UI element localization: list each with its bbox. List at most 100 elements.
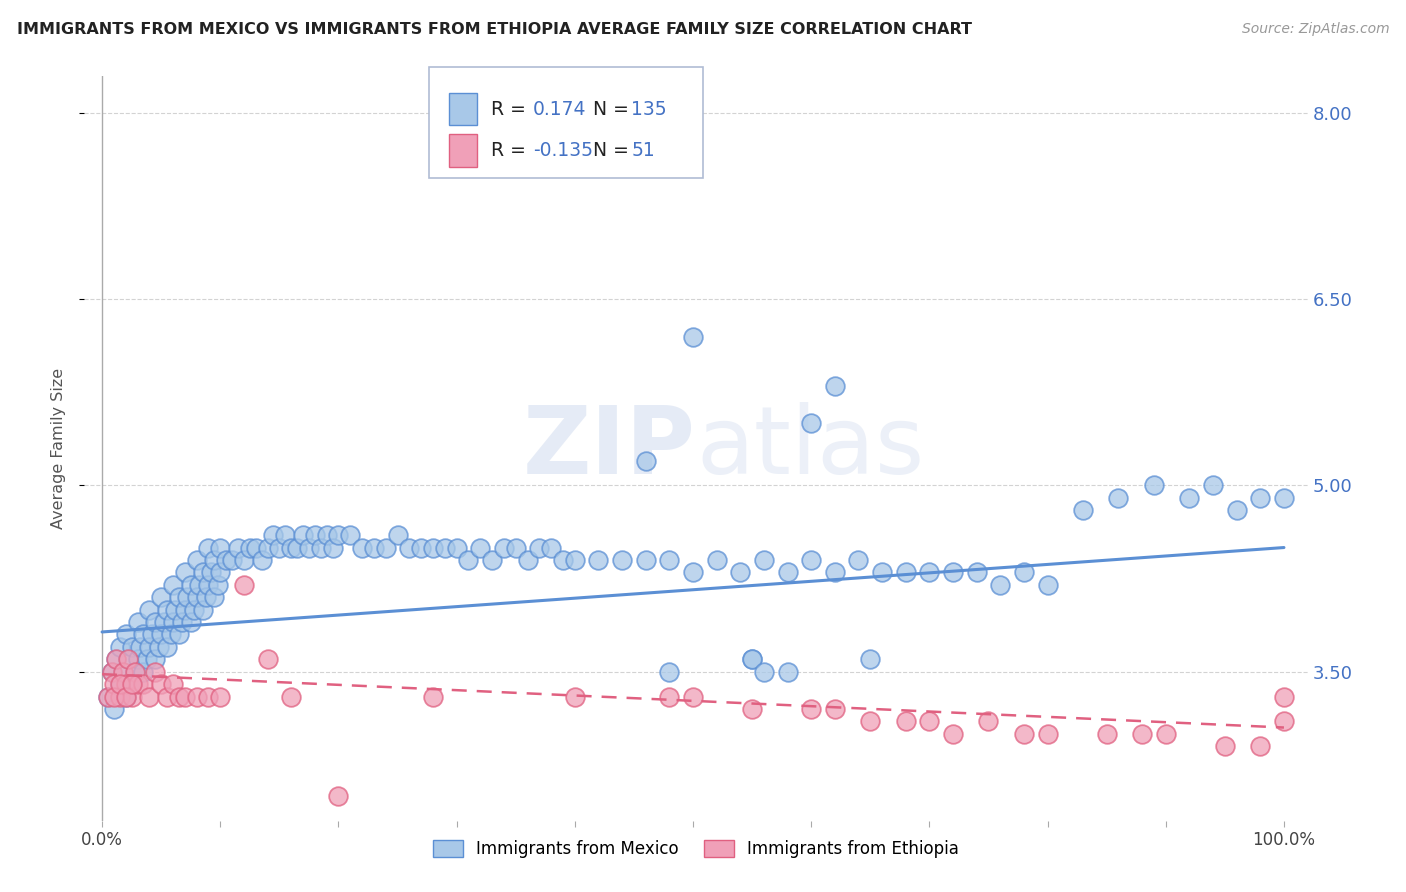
Point: [162, 615, 184, 629]
Point: [136, 652, 159, 666]
Point: [658, 665, 681, 679]
Point: [824, 702, 846, 716]
Point: [127, 652, 149, 666]
Point: [304, 528, 326, 542]
Point: [239, 541, 262, 555]
Point: [1108, 491, 1130, 505]
Point: [433, 541, 456, 555]
Point: [112, 665, 135, 679]
Point: [918, 566, 941, 580]
Point: [143, 652, 166, 666]
Point: [97, 690, 120, 704]
Point: [159, 627, 181, 641]
Point: [162, 578, 184, 592]
Point: [138, 690, 160, 704]
Point: [1202, 478, 1225, 492]
Point: [470, 541, 492, 555]
Point: [103, 702, 125, 716]
Point: [298, 541, 321, 555]
Point: [824, 379, 846, 393]
Point: [209, 566, 232, 580]
Point: [942, 727, 965, 741]
Point: [682, 329, 704, 343]
Point: [706, 553, 728, 567]
Point: [152, 615, 174, 629]
Point: [634, 453, 657, 467]
Point: [103, 690, 125, 704]
Legend: Immigrants from Mexico, Immigrants from Ethiopia: Immigrants from Mexico, Immigrants from …: [426, 833, 966, 864]
Point: [226, 541, 249, 555]
Text: R =: R =: [491, 141, 531, 160]
Text: IMMIGRANTS FROM MEXICO VS IMMIGRANTS FROM ETHIOPIA AVERAGE FAMILY SIZE CORRELATI: IMMIGRANTS FROM MEXICO VS IMMIGRANTS FRO…: [17, 22, 972, 37]
Point: [105, 652, 128, 666]
Point: [108, 690, 131, 704]
Point: [150, 627, 173, 641]
Point: [446, 541, 468, 555]
Point: [150, 591, 173, 605]
Point: [516, 553, 538, 567]
Text: -0.135: -0.135: [533, 141, 593, 160]
Point: [172, 615, 194, 629]
Point: [315, 528, 337, 542]
Point: [97, 690, 120, 704]
Point: [422, 690, 444, 704]
Point: [564, 690, 586, 704]
Point: [752, 553, 775, 567]
Point: [197, 578, 219, 592]
Point: [752, 665, 775, 679]
Point: [191, 602, 214, 616]
Point: [859, 714, 882, 729]
Point: [1154, 727, 1177, 741]
Point: [918, 714, 941, 729]
Point: [776, 665, 799, 679]
Point: [942, 566, 965, 580]
Point: [741, 652, 763, 666]
Text: R =: R =: [491, 100, 531, 119]
Point: [800, 553, 823, 567]
Point: [505, 541, 527, 555]
Point: [215, 553, 238, 567]
Point: [156, 602, 179, 616]
Text: atlas: atlas: [696, 402, 924, 494]
Point: [183, 602, 205, 616]
Point: [894, 566, 917, 580]
Point: [117, 652, 139, 666]
Point: [132, 665, 155, 679]
Point: [457, 553, 479, 567]
Point: [121, 640, 143, 654]
Y-axis label: Average Family Size: Average Family Size: [51, 368, 66, 529]
Point: [121, 677, 143, 691]
Point: [221, 553, 243, 567]
Point: [138, 602, 160, 616]
Point: [156, 640, 179, 654]
Point: [232, 578, 254, 592]
Point: [121, 677, 143, 691]
Point: [114, 690, 136, 704]
Point: [529, 541, 551, 555]
Point: [245, 541, 267, 555]
Point: [100, 665, 122, 679]
Point: [269, 541, 291, 555]
Point: [1012, 566, 1035, 580]
Point: [127, 615, 149, 629]
Point: [1143, 478, 1166, 492]
Point: [1272, 491, 1295, 505]
Point: [186, 690, 208, 704]
Point: [730, 566, 752, 580]
Point: [186, 591, 208, 605]
Point: [180, 615, 202, 629]
Point: [195, 591, 218, 605]
Point: [117, 652, 139, 666]
Point: [156, 690, 179, 704]
Point: [800, 417, 823, 431]
Point: [191, 566, 214, 580]
Point: [262, 528, 284, 542]
Point: [132, 627, 155, 641]
Point: [322, 541, 344, 555]
Point: [328, 789, 350, 803]
Point: [173, 602, 195, 616]
Text: N =: N =: [593, 141, 630, 160]
Point: [197, 690, 219, 704]
Point: [280, 541, 302, 555]
Point: [285, 541, 308, 555]
